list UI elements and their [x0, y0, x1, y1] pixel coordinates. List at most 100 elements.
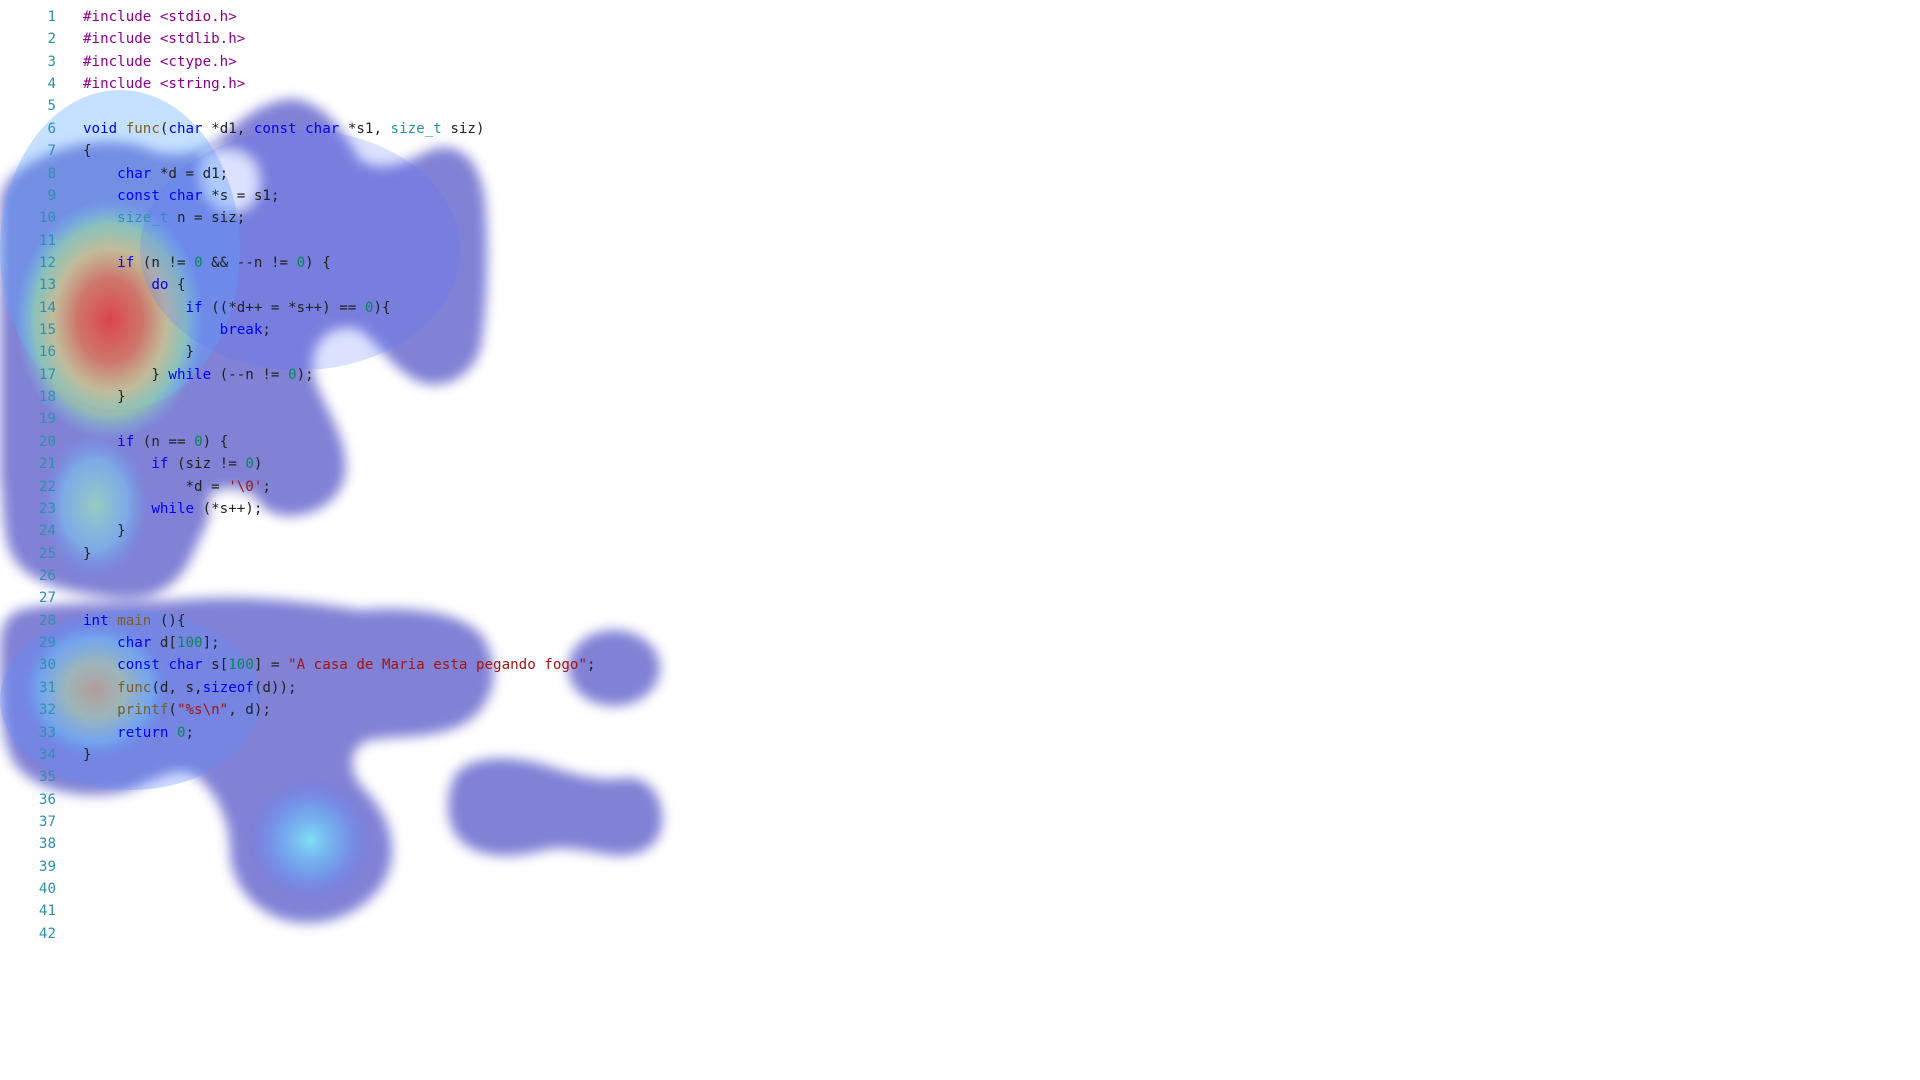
line-number: 30	[38, 657, 56, 674]
code-line[interactable]: 8 char *d = d1;	[0, 163, 1920, 185]
code-line[interactable]: 2 #include <stdlib.h>	[0, 28, 1920, 50]
code-text[interactable]: }	[83, 523, 126, 540]
line-number: 10	[38, 210, 56, 227]
line-number: 32	[38, 702, 56, 719]
code-line[interactable]: 29 char d[100];	[0, 632, 1920, 654]
code-line[interactable]: 11	[0, 230, 1920, 252]
code-line[interactable]: 6 void func(char *d1, const char *s1, siz…	[0, 118, 1920, 140]
code-line[interactable]: 27	[0, 587, 1920, 609]
line-number: 20	[38, 433, 56, 450]
code-text[interactable]: const char s[100] = "A casa de Maria est…	[117, 657, 596, 674]
code-line[interactable]: 13 do {	[0, 274, 1920, 296]
code-text[interactable]: return 0;	[117, 724, 195, 741]
code-text[interactable]: char d[100];	[117, 635, 220, 652]
code-line[interactable]: 25}	[0, 543, 1920, 565]
code-text[interactable]: #include <ctype.h>	[83, 53, 237, 70]
code-text[interactable]: }	[83, 389, 126, 406]
code-line[interactable]: 12 if (n != 0 && --n != 0) {	[0, 252, 1920, 274]
code-line[interactable]: 26	[0, 565, 1920, 587]
code-text[interactable]: const char *s = s1;	[117, 187, 280, 204]
code-line[interactable]: 34}	[0, 744, 1920, 766]
code-line[interactable]: 30 const char s[100] = "A casa de Maria …	[0, 654, 1920, 676]
line-number: 1	[47, 9, 56, 25]
code-line[interactable]: 14 if ((*d++ = *s++) == 0){	[0, 297, 1920, 319]
code-text[interactable]: if (n != 0 && --n != 0) {	[117, 254, 331, 271]
code-area[interactable]: 1 #include <stdio.h> 2 #include <stdlib.h> 3…	[0, 6, 1920, 945]
code-line[interactable]: 24 }	[0, 520, 1920, 542]
code-text[interactable]: }	[83, 545, 92, 562]
line-number: 41	[38, 903, 56, 920]
code-line[interactable]: 4 #include <string.h>	[0, 73, 1920, 95]
code-text[interactable]: *d = '\0';	[83, 478, 271, 495]
line-number: 28	[38, 612, 56, 629]
line-number: 17	[38, 366, 56, 383]
code-text[interactable]: if (siz != 0)	[151, 456, 263, 473]
code-line[interactable]: 17 } while (--n != 0);	[0, 364, 1920, 386]
code-text[interactable]: #include <string.h>	[83, 76, 246, 93]
code-line[interactable]: 38	[0, 833, 1920, 855]
code-line[interactable]: 42	[0, 923, 1920, 945]
line-number: 40	[38, 881, 56, 898]
line-number: 33	[38, 724, 56, 741]
line-number: 12	[38, 254, 56, 271]
line-number: 5	[47, 98, 56, 115]
code-line[interactable]: 15 break;	[0, 319, 1920, 341]
code-line[interactable]: 31 func(d, s,sizeof(d));	[0, 677, 1920, 699]
line-number: 29	[38, 635, 56, 652]
line-number: 11	[38, 232, 56, 249]
line-number: 6	[47, 120, 56, 137]
code-line[interactable]: 40	[0, 878, 1920, 900]
code-text[interactable]: printf("%s\n", d);	[117, 702, 271, 719]
code-line[interactable]: 28 int main (){	[0, 610, 1920, 632]
code-text[interactable]: #include <stdlib.h>	[83, 31, 246, 48]
line-number: 16	[38, 344, 56, 361]
code-line[interactable]: 18 }	[0, 386, 1920, 408]
code-text[interactable]: }	[83, 344, 195, 361]
code-line[interactable]: 36	[0, 789, 1920, 811]
code-line[interactable]: 21 if (siz != 0)	[0, 453, 1920, 475]
line-number: 27	[38, 590, 56, 607]
code-line[interactable]: 22 *d = '\0';	[0, 476, 1920, 498]
code-text[interactable]: void func(char *d1, const char *s1, size…	[83, 120, 485, 137]
code-line[interactable]: 20 if (n == 0) {	[0, 431, 1920, 453]
code-line[interactable]: 23 while (*s++);	[0, 498, 1920, 520]
code-text[interactable]: if (n == 0) {	[117, 433, 229, 450]
line-number: 18	[38, 389, 56, 406]
line-number: 19	[38, 411, 56, 428]
line-number: 26	[38, 567, 56, 584]
code-line[interactable]: 35	[0, 766, 1920, 788]
code-text[interactable]: {	[83, 143, 92, 160]
code-text[interactable]: break;	[219, 322, 271, 339]
code-line[interactable]: 32 printf("%s\n", d);	[0, 699, 1920, 721]
code-text[interactable]: size_t n = siz;	[117, 210, 246, 227]
line-number: 22	[38, 478, 56, 495]
code-line[interactable]: 5	[0, 95, 1920, 117]
code-line[interactable]: 41	[0, 900, 1920, 922]
code-line[interactable]: 16 }	[0, 341, 1920, 363]
line-number: 31	[38, 679, 56, 696]
code-line[interactable]: 7{	[0, 140, 1920, 162]
code-text[interactable]: int main (){	[83, 612, 186, 629]
code-line[interactable]: 1 #include <stdio.h>	[0, 6, 1920, 28]
code-line[interactable]: 33 return 0;	[0, 722, 1920, 744]
line-number: 2	[47, 31, 56, 48]
line-number: 37	[38, 813, 56, 830]
code-text[interactable]: char *d = d1;	[117, 165, 229, 182]
code-line[interactable]: 39	[0, 856, 1920, 878]
code-line[interactable]: 37	[0, 811, 1920, 833]
code-line[interactable]: 19	[0, 408, 1920, 430]
code-text[interactable]: while (*s++);	[151, 500, 263, 517]
code-text[interactable]: func(d, s,sizeof(d));	[117, 679, 297, 696]
code-text[interactable]: }	[83, 746, 92, 763]
code-text[interactable]: if ((*d++ = *s++) == 0){	[185, 299, 391, 316]
line-number: 4	[47, 76, 56, 93]
code-line[interactable]: 9 const char *s = s1;	[0, 185, 1920, 207]
code-text[interactable]: do {	[151, 277, 186, 294]
code-line[interactable]: 10 size_t n = siz;	[0, 207, 1920, 229]
code-text[interactable]: #include <stdio.h>	[83, 9, 237, 25]
line-number: 24	[38, 523, 56, 540]
code-line[interactable]: 3 #include <ctype.h>	[0, 51, 1920, 73]
line-number: 7	[47, 143, 56, 160]
code-text[interactable]: } while (--n != 0);	[83, 366, 314, 383]
